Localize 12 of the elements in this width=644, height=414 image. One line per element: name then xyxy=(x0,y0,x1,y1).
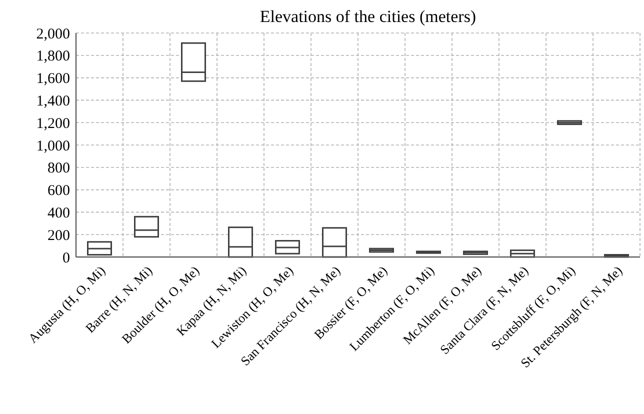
y-tick-label: 1,800 xyxy=(36,48,70,65)
chart-title: Elevations of the cities (meters) xyxy=(260,7,476,26)
y-tick-label: 800 xyxy=(48,160,70,177)
y-tick-label: 1,200 xyxy=(36,116,70,132)
y-tick-label: 1,600 xyxy=(36,71,70,88)
y-tick-label: 1,000 xyxy=(36,138,70,154)
y-tick-label: 0 xyxy=(62,250,70,266)
y-tick-label: 1,400 xyxy=(36,93,70,110)
y-tick-label: 2,000 xyxy=(36,26,70,42)
y-tick-label: 200 xyxy=(48,228,70,244)
y-tick-label: 600 xyxy=(48,183,70,200)
y-tick-label: 400 xyxy=(48,205,70,222)
